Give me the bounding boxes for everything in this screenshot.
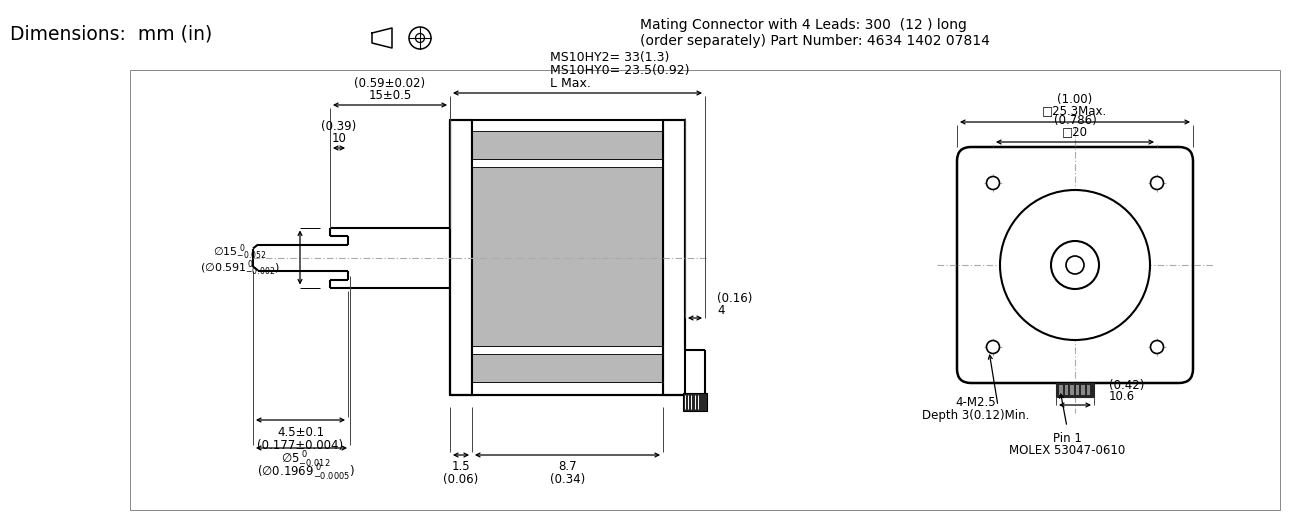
Text: 4.5±0.1: 4.5±0.1: [277, 425, 324, 439]
Text: Depth 3(0.12)Min.: Depth 3(0.12)Min.: [922, 409, 1030, 422]
Circle shape: [1066, 256, 1084, 274]
Bar: [1082, 385, 1084, 395]
FancyBboxPatch shape: [957, 147, 1193, 383]
Text: L Max.: L Max.: [550, 77, 592, 90]
Bar: [682, 393, 707, 411]
Bar: [1087, 385, 1089, 395]
Text: (0.34): (0.34): [550, 473, 585, 486]
Text: 8.7: 8.7: [558, 461, 577, 473]
Circle shape: [987, 177, 1000, 190]
Text: 10: 10: [332, 132, 346, 145]
Text: 4-M2.5: 4-M2.5: [956, 396, 996, 410]
Text: 15±0.5: 15±0.5: [368, 89, 412, 102]
Text: Pin 1: Pin 1: [1053, 431, 1082, 444]
Text: (order separately) Part Number: 4634 1402 07814: (order separately) Part Number: 4634 140…: [640, 34, 989, 48]
Text: ($\varnothing$0.591$^{\ 0}_{-0.002}$): ($\varnothing$0.591$^{\ 0}_{-0.002}$): [200, 258, 280, 278]
Bar: [450, 120, 472, 395]
Text: 4: 4: [718, 304, 724, 316]
Text: MS10HY2= 33(1.3): MS10HY2= 33(1.3): [550, 50, 670, 64]
Circle shape: [1050, 241, 1098, 289]
Text: □20: □20: [1062, 125, 1088, 138]
Text: (0.06): (0.06): [443, 473, 478, 486]
Bar: [130, 70, 1280, 510]
Text: (0.59±0.02): (0.59±0.02): [355, 77, 425, 90]
Text: Dimensions:  mm (in): Dimensions: mm (in): [10, 24, 212, 43]
Bar: [1060, 385, 1062, 395]
Bar: [472, 383, 663, 395]
Text: (0.786): (0.786): [1053, 113, 1096, 126]
Bar: [472, 120, 663, 132]
Bar: [1070, 385, 1074, 395]
Bar: [472, 132, 663, 160]
Bar: [472, 160, 663, 168]
Text: Mating Connector with 4 Leads: 300  (12 ) long: Mating Connector with 4 Leads: 300 (12 )…: [640, 18, 967, 32]
Circle shape: [1150, 177, 1164, 190]
Text: $\varnothing$15$^{\ 0}_{-0.052}$: $\varnothing$15$^{\ 0}_{-0.052}$: [213, 243, 266, 262]
Text: (1.00): (1.00): [1057, 93, 1092, 106]
Circle shape: [1000, 190, 1150, 340]
Bar: [663, 120, 685, 395]
Circle shape: [1150, 340, 1164, 353]
Text: ($\varnothing$0.1969$^{\ 0}_{-0.0005}$): ($\varnothing$0.1969$^{\ 0}_{-0.0005}$): [256, 463, 355, 483]
Text: (0.177±0.004): (0.177±0.004): [257, 439, 343, 452]
Bar: [1065, 385, 1069, 395]
Bar: [472, 347, 663, 355]
Text: MOLEX 53047-0610: MOLEX 53047-0610: [1009, 444, 1124, 457]
Bar: [1056, 383, 1095, 397]
Bar: [472, 168, 663, 347]
Bar: [472, 355, 663, 383]
Text: (0.42): (0.42): [1109, 379, 1144, 392]
Circle shape: [987, 340, 1000, 353]
Text: 10.6: 10.6: [1109, 391, 1135, 404]
Text: (0.39): (0.39): [321, 120, 356, 133]
Text: MS10HY0= 23.5(0.92): MS10HY0= 23.5(0.92): [550, 64, 689, 77]
Text: □25.3Max.: □25.3Max.: [1043, 105, 1108, 118]
Text: 1.5: 1.5: [451, 461, 471, 473]
Text: (0.16): (0.16): [718, 292, 753, 305]
Bar: [1075, 385, 1079, 395]
Text: $\varnothing$5$^{\ 0}_{-0.012}$: $\varnothing$5$^{\ 0}_{-0.012}$: [281, 450, 330, 470]
